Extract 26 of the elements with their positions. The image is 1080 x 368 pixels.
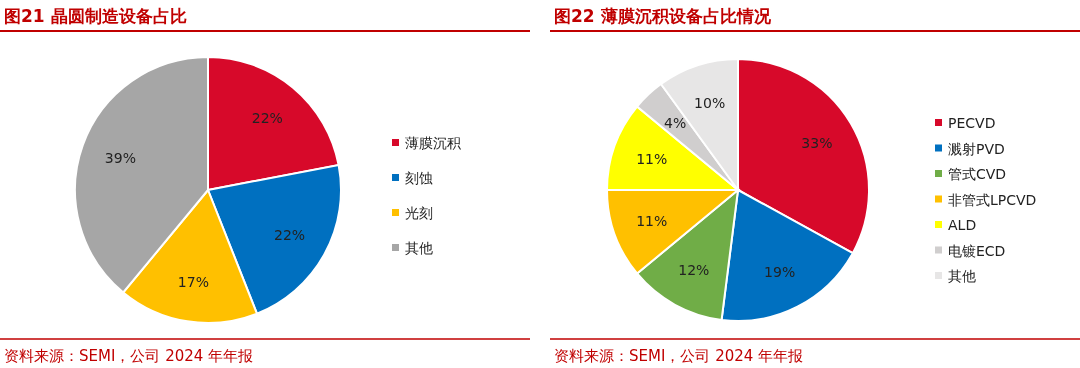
data-label: 12% <box>678 262 710 279</box>
chart-title: 图22 薄膜沉积设备占比情况 <box>554 6 772 26</box>
data-label: 11% <box>636 150 668 167</box>
legend-label: 光刻 <box>405 205 433 221</box>
legend-label: PECVD <box>948 115 996 131</box>
data-label: 19% <box>764 263 796 280</box>
legend-label: ALD <box>948 217 977 233</box>
legend-label: 刻蚀 <box>405 170 433 186</box>
legend-label: 电镀ECD <box>948 242 1006 259</box>
legend-label: 溅射PVD <box>948 140 1005 157</box>
chart-title: 图21 晶圆制造设备占比 <box>4 6 187 26</box>
data-label: 39% <box>104 150 136 167</box>
data-label: 33% <box>801 135 833 152</box>
legend-label: 管式CVD <box>948 166 1007 182</box>
data-label: 10% <box>694 94 726 111</box>
legend-label: 其他 <box>405 240 433 256</box>
text: 资料来源：SEMI，公司 2024 年年报 <box>4 347 254 365</box>
data-label: 4% <box>664 115 687 132</box>
data-label: 17% <box>177 273 209 290</box>
data-label: 22% <box>274 226 306 243</box>
data-label: 11% <box>636 213 668 230</box>
legend-label: 其他 <box>948 268 976 284</box>
text: 资料来源：SEMI，公司 2024 年年报 <box>554 347 804 365</box>
legend-label: 薄膜沉积 <box>405 135 461 151</box>
legend-label: 非管式LPCVD <box>948 191 1037 208</box>
data-label: 22% <box>251 110 283 127</box>
